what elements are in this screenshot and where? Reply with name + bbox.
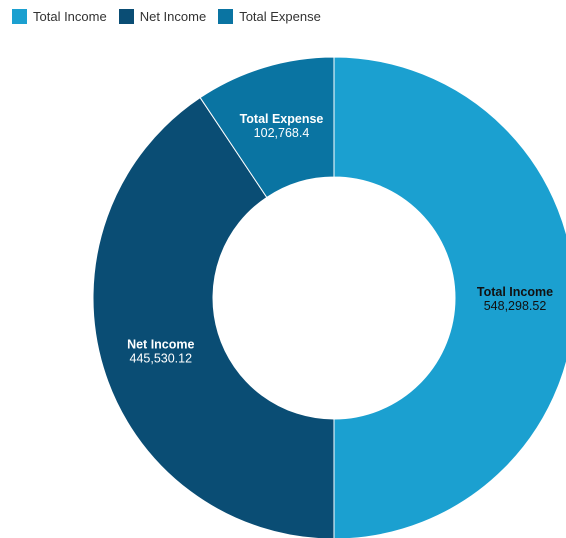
data-label-name-total-income: Total Income bbox=[477, 285, 553, 299]
legend-swatch-net-income bbox=[118, 9, 134, 24]
legend-label-net-income: Net Income bbox=[139, 9, 207, 24]
legend-item-total-income[interactable]: Total Income bbox=[12, 9, 107, 24]
legend-label-total-income: Total Income bbox=[33, 9, 107, 24]
slice-total-income[interactable] bbox=[333, 56, 566, 538]
legend-swatch-total-expense bbox=[218, 9, 234, 24]
chart-legend: Total Income Net Income Total Expense bbox=[12, 9, 333, 24]
data-label-value-net-income: 445,530.12 bbox=[130, 352, 193, 366]
data-label-value-total-expense: 102,768.4 bbox=[254, 126, 310, 140]
data-label-value-total-income: 548,298.52 bbox=[484, 299, 547, 313]
data-label-name-total-expense: Total Expense bbox=[240, 112, 324, 126]
slice-total-expense[interactable] bbox=[199, 56, 335, 199]
legend-label-total-expense: Total Expense bbox=[239, 9, 321, 24]
data-label-name-net-income: Net Income bbox=[127, 338, 194, 352]
legend-item-total-expense[interactable]: Total Expense bbox=[218, 9, 321, 24]
slice-net-income[interactable] bbox=[92, 96, 335, 538]
legend-swatch-total-income bbox=[12, 9, 27, 24]
legend-item-net-income[interactable]: Net Income bbox=[118, 9, 207, 24]
